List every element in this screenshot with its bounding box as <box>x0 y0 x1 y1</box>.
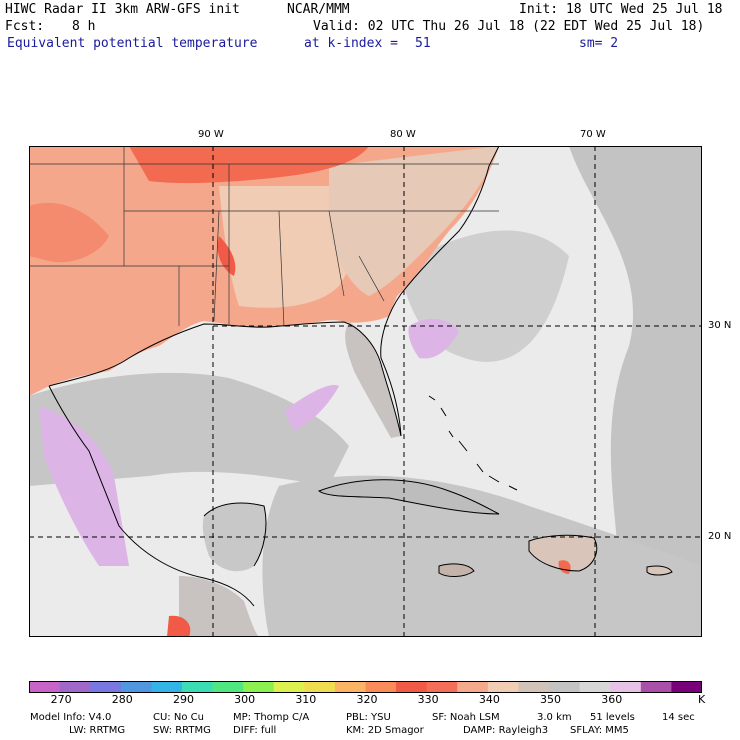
colorbar-tick-label: 360 <box>601 693 623 706</box>
colorbar-unit: K <box>698 693 706 706</box>
field-violet-atlantic <box>408 318 459 359</box>
coastline-mexico <box>48 385 255 607</box>
colorbar-cell <box>396 681 428 693</box>
map-frame <box>29 146 702 637</box>
field-name: Equivalent potential temperature <box>7 36 258 51</box>
field-violet-mexico <box>39 406 129 566</box>
footer-sw: SW: RRTMG <box>153 725 211 736</box>
field-hot-mississippi <box>217 236 236 276</box>
footer-res: 3.0 km <box>537 712 572 723</box>
coastline-gulf <box>48 321 402 437</box>
colorbar-cell <box>426 681 458 693</box>
field-land-carolinas <box>329 146 499 296</box>
colorbar-cell <box>212 681 244 693</box>
footer-sflay: SFLAY: MM5 <box>570 725 629 736</box>
coastline-cuba <box>317 479 500 515</box>
field-cuba <box>319 479 499 514</box>
model-title: HIWC Radar II 3km ARW-GFS init <box>5 2 240 17</box>
footer-timestep: 14 sec <box>662 712 695 723</box>
lat-label-30n: 30 N <box>708 320 732 331</box>
coastline-puerto-rico <box>646 565 673 576</box>
colorbar-tick-label: 330 <box>417 693 439 706</box>
colorbar-tick-label: 350 <box>540 693 562 706</box>
colorbar-tick-label: 270 <box>50 693 72 706</box>
colorbar-cell <box>304 681 336 693</box>
colorbar-tick-label: 280 <box>111 693 133 706</box>
theta-e-map <box>29 146 702 637</box>
colorbar-tick-label: 320 <box>356 693 378 706</box>
colorbar-frame <box>29 681 702 693</box>
field-hot-central-america <box>167 615 191 637</box>
coastline-atlantic <box>380 146 500 437</box>
colorbar-tick-label: 310 <box>295 693 317 706</box>
institution: NCAR/MMM <box>287 2 350 17</box>
smoothing-label: sm= 2 <box>579 36 619 51</box>
colorbar-cell <box>120 681 152 693</box>
lon-label-80w: 80 W <box>390 129 416 140</box>
colorbar-cell <box>579 681 611 693</box>
coastline-bahamas <box>428 395 518 491</box>
colorbar-cell <box>90 681 122 693</box>
colorbar-cell <box>518 681 550 693</box>
init-time: Init: 18 UTC Wed 25 Jul 18 <box>519 2 723 17</box>
level-label: at k-index = <box>304 36 398 51</box>
footer-lw: LW: RRTMG <box>69 725 126 736</box>
state-borders <box>29 146 499 328</box>
field-land-us-pale <box>219 186 363 308</box>
colorbar-tick-label: 290 <box>172 693 194 706</box>
field-jamaica <box>439 563 474 577</box>
forecast-label: Fcst: <box>5 19 45 34</box>
valid-time: Valid: 02 UTC Thu 26 Jul 18 (22 EDT Wed … <box>313 19 705 34</box>
footer-damp: DAMP: Rayleigh3 <box>463 725 549 736</box>
field-hot-texas <box>29 202 109 263</box>
footer-mp: MP: Thomp C/A <box>233 712 310 723</box>
colorbar-cell <box>365 681 397 693</box>
field-puerto-rico <box>647 566 672 575</box>
colorbar-cell <box>243 681 275 693</box>
colorbar-cell <box>334 681 366 693</box>
field-violet-gulf <box>284 385 339 431</box>
field-grey-caribbean <box>262 475 702 637</box>
field-hot-north <box>129 146 369 184</box>
colorbar <box>29 681 702 693</box>
forecast-hours: 8 h <box>72 19 96 34</box>
colorbar-cell <box>549 681 581 693</box>
footer-cu: CU: No Cu <box>153 712 204 723</box>
field-florida <box>345 322 401 438</box>
coastline-yucatan <box>203 502 267 567</box>
footer-sf: SF: Noah LSM <box>432 712 500 723</box>
footer-levels: 51 levels <box>590 712 635 723</box>
field-hispaniola <box>529 535 597 571</box>
colorbar-cell <box>181 681 214 693</box>
colorbar-cell <box>59 681 91 693</box>
coastline-hispaniola <box>528 534 598 572</box>
colorbar-cell <box>151 681 183 693</box>
footer-diff: DIFF: full <box>233 725 277 736</box>
field-grey-atlantic-east <box>569 146 702 637</box>
colorbar-tick-label: 300 <box>234 693 256 706</box>
colorbar-cell <box>487 681 519 693</box>
footer-km: KM: 2D Smagor <box>346 725 424 736</box>
lat-label-20n: 20 N <box>708 531 732 542</box>
colorbar-tick-label: 340 <box>478 693 500 706</box>
colorbar-cell <box>29 681 61 693</box>
footer-model-info: Model Info: V4.0 <box>30 712 112 723</box>
colorbar-cell <box>273 681 305 693</box>
lon-label-70w: 70 W <box>580 129 606 140</box>
coastline-jamaica <box>438 563 475 577</box>
colorbar-cell <box>671 681 702 693</box>
lon-label-90w: 90 W <box>198 129 224 140</box>
field-central-america <box>179 576 259 637</box>
colorbar-cell <box>610 681 642 693</box>
field-grey-west-gulf <box>29 372 349 486</box>
colorbar-cell <box>457 681 489 693</box>
level-value: 51 <box>415 36 431 51</box>
field-yucatan <box>202 503 266 572</box>
colorbar-cell <box>640 681 672 693</box>
footer-pbl: PBL: YSU <box>346 712 391 723</box>
